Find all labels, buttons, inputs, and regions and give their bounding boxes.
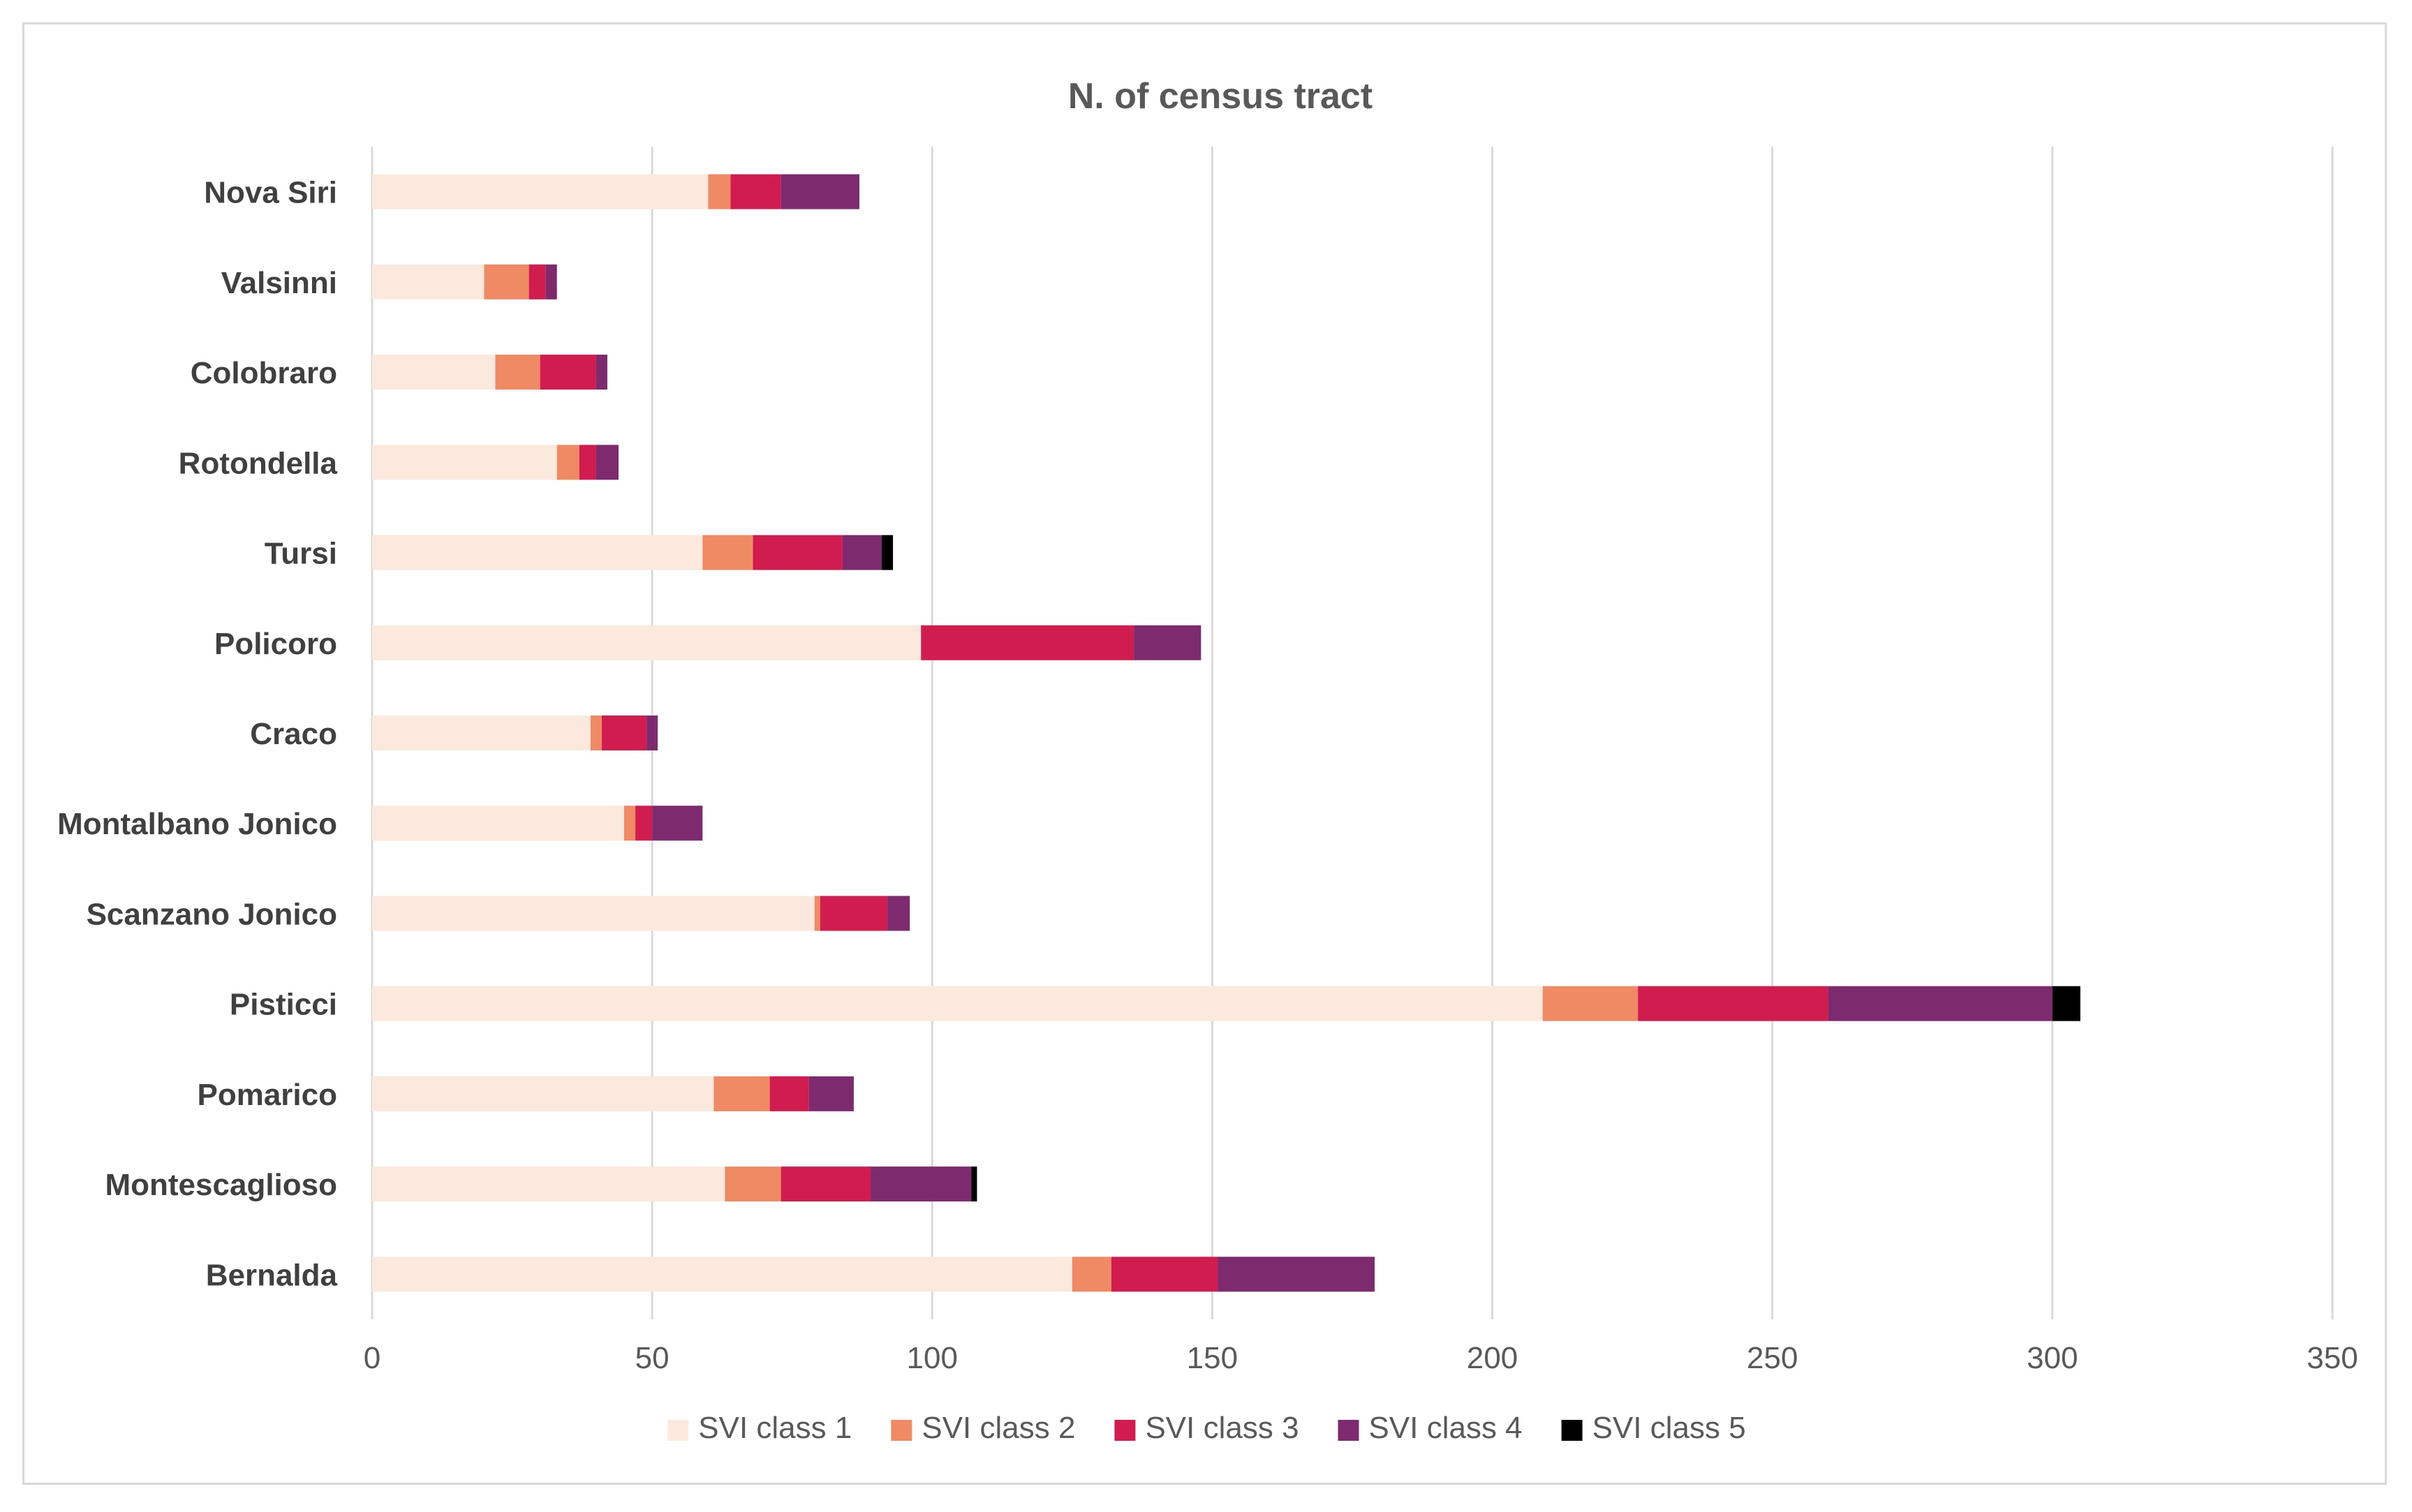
bar-montalbano-jonico-svi-class-2 [624, 806, 636, 841]
category-label-valsinni: Valsinni [221, 266, 337, 300]
bar-montalbano-jonico-svi-class-3 [635, 806, 653, 841]
bar-pomarico-svi-class-3 [769, 1076, 809, 1111]
bar-pomarico-svi-class-1 [372, 1076, 714, 1111]
legend-item-svi-class-3: SVI class 3 [1114, 1411, 1299, 1445]
bar-policoro-svi-class-1 [372, 625, 922, 660]
bar-rotondella-svi-class-1 [372, 445, 557, 480]
bar-colobraro-svi-class-4 [595, 355, 607, 390]
category-label-policoro: Policoro [214, 627, 337, 661]
bar-policoro-svi-class-4 [1134, 625, 1201, 660]
bar-craco-svi-class-4 [646, 716, 658, 750]
bar-rotondella-svi-class-4 [595, 445, 619, 480]
x-tick-label-50: 50 [635, 1341, 669, 1375]
bar-tursi-svi-class-2 [702, 535, 753, 570]
bar-craco-svi-class-2 [590, 716, 602, 750]
legend-swatch-svi-class-5 [1561, 1420, 1583, 1441]
legend-swatch-svi-class-1 [667, 1420, 689, 1441]
legend-label-svi-class-5: SVI class 5 [1592, 1411, 1746, 1445]
bar-montescaglioso-svi-class-4 [871, 1166, 972, 1202]
bar-tursi-svi-class-4 [842, 535, 882, 570]
bars [372, 174, 2080, 1292]
category-label-rotondella: Rotondella [179, 446, 338, 480]
legend-item-svi-class-5: SVI class 5 [1561, 1411, 1746, 1445]
category-label-montalbano-jonico: Montalbano Jonico [57, 807, 337, 841]
category-label-tursi: Tursi [265, 537, 337, 571]
legend-swatch-svi-class-3 [1114, 1420, 1136, 1441]
bar-colobraro-svi-class-1 [372, 355, 496, 390]
category-labels: Nova Siri Valsinni Colobraro Rotondella Turs… [57, 176, 337, 1293]
bar-valsinni-svi-class-1 [372, 264, 484, 299]
bar-pisticci-svi-class-2 [1542, 986, 1638, 1021]
bar-montalbano-jonico-svi-class-1 [372, 806, 625, 841]
category-label-montescaglioso: Montescaglioso [105, 1168, 338, 1202]
bar-pisticci-svi-class-5 [2052, 986, 2080, 1021]
bar-craco-svi-class-1 [372, 716, 591, 750]
bar-montalbano-jonico-svi-class-4 [652, 806, 703, 841]
bar-nova-siri-svi-class-1 [372, 174, 709, 209]
legend-swatch-svi-class-4 [1338, 1420, 1359, 1441]
bar-craco-svi-class-3 [601, 716, 647, 750]
x-tick-label-300: 300 [2027, 1341, 2078, 1375]
bar-colobraro-svi-class-3 [540, 355, 596, 390]
bar-scanzano-jonico-svi-class-1 [372, 896, 815, 931]
x-tick-label-0: 0 [364, 1341, 380, 1375]
x-tick-label-100: 100 [907, 1341, 958, 1375]
bar-pomarico-svi-class-4 [808, 1076, 854, 1111]
bar-bernalda-svi-class-4 [1218, 1257, 1375, 1292]
x-tick-label-200: 200 [1467, 1341, 1518, 1375]
legend: SVI class 1 SVI class 2 SVI class 3 SVI cla… [667, 1411, 1746, 1445]
bar-scanzano-jonico-svi-class-2 [814, 896, 820, 931]
category-label-nova-siri: Nova Siri [204, 176, 337, 210]
chart-frame: N. of census tract Nova Siri Valsinni Colo… [22, 22, 2387, 1485]
bar-valsinni-svi-class-4 [545, 264, 557, 299]
category-label-pisticci: Pisticci [230, 988, 337, 1022]
bar-pomarico-svi-class-2 [713, 1076, 770, 1111]
bar-montescaglioso-svi-class-2 [725, 1166, 781, 1202]
legend-item-svi-class-2: SVI class 2 [891, 1411, 1075, 1445]
bar-colobraro-svi-class-2 [495, 355, 540, 390]
x-tick-label-150: 150 [1187, 1341, 1238, 1375]
bar-scanzano-jonico-svi-class-3 [820, 896, 888, 931]
bar-bernalda-svi-class-1 [372, 1257, 1072, 1292]
bar-nova-siri-svi-class-4 [780, 174, 859, 209]
bar-scanzano-jonico-svi-class-4 [887, 896, 910, 931]
legend-swatch-svi-class-2 [891, 1420, 912, 1441]
bar-montescaglioso-svi-class-3 [780, 1166, 871, 1202]
bar-valsinni-svi-class-3 [528, 264, 546, 299]
legend-label-svi-class-2: SVI class 2 [922, 1411, 1075, 1445]
bar-tursi-svi-class-3 [753, 535, 843, 570]
x-tick-label-350: 350 [2307, 1341, 2358, 1375]
legend-item-svi-class-4: SVI class 4 [1338, 1411, 1523, 1445]
category-label-craco: Craco [250, 717, 337, 751]
chart-title: N. of census tract [1068, 76, 1373, 117]
bar-pisticci-svi-class-4 [1828, 986, 2052, 1021]
category-label-scanzano-jonico: Scanzano Jonico [87, 897, 337, 931]
bar-pisticci-svi-class-1 [372, 986, 1543, 1021]
category-label-bernalda: Bernalda [206, 1258, 338, 1292]
bar-tursi-svi-class-1 [372, 535, 703, 570]
bar-tursi-svi-class-5 [882, 535, 894, 570]
bar-pisticci-svi-class-3 [1638, 986, 1828, 1021]
legend-item-svi-class-1: SVI class 1 [667, 1411, 852, 1445]
legend-label-svi-class-4: SVI class 4 [1369, 1411, 1523, 1445]
bar-montescaglioso-svi-class-1 [372, 1166, 725, 1202]
bar-montescaglioso-svi-class-5 [971, 1166, 977, 1202]
x-tick-label-250: 250 [1747, 1341, 1798, 1375]
bar-nova-siri-svi-class-3 [730, 174, 781, 209]
x-axis-tick-labels: 0 50 100 150 200 250 300 350 [364, 1341, 2358, 1375]
chart-svg: N. of census tract Nova Siri Valsinni Colo… [57, 76, 2358, 1445]
bar-valsinni-svi-class-2 [484, 264, 529, 299]
bar-policoro-svi-class-3 [921, 625, 1134, 660]
category-label-colobraro: Colobraro [191, 356, 337, 390]
legend-label-svi-class-1: SVI class 1 [698, 1411, 852, 1445]
gridlines [371, 147, 2334, 1319]
category-label-pomarico: Pomarico [197, 1078, 337, 1112]
legend-label-svi-class-3: SVI class 3 [1145, 1411, 1299, 1445]
bar-rotondella-svi-class-2 [556, 445, 579, 480]
bar-bernalda-svi-class-3 [1111, 1257, 1218, 1292]
bar-nova-siri-svi-class-2 [708, 174, 731, 209]
bar-rotondella-svi-class-3 [579, 445, 596, 480]
bar-bernalda-svi-class-2 [1072, 1257, 1112, 1292]
